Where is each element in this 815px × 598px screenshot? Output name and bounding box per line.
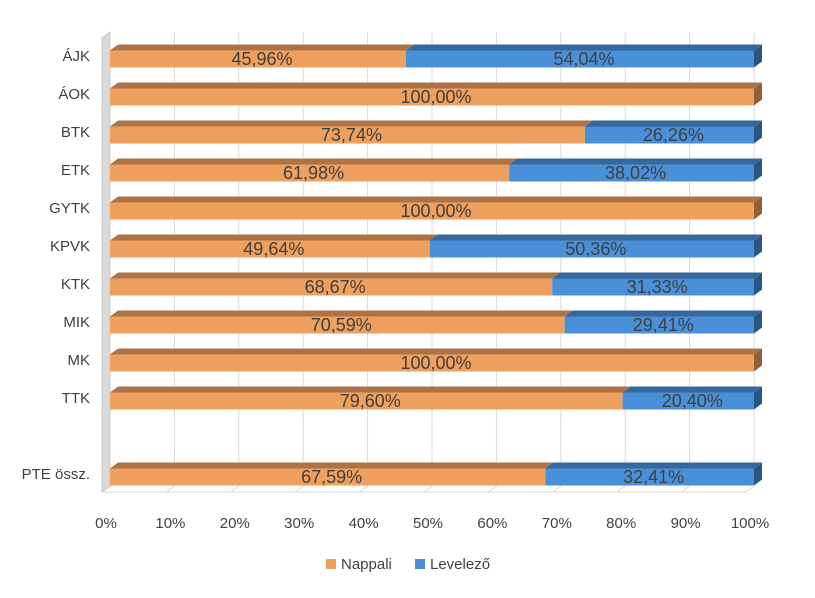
bar-segment-nappali — [110, 234, 438, 258]
gridline — [488, 32, 497, 493]
data-label: 67,59% — [301, 467, 362, 487]
bar-segment-levelezo — [405, 44, 762, 68]
x-tick-label: 20% — [220, 515, 250, 532]
legend-item-levelezo: Levelező — [415, 556, 490, 573]
bar-segment-levelezo — [545, 462, 762, 486]
gridline — [681, 32, 691, 493]
x-tick-labels: 0% 10% 20% 30% 40% 50% 60% 70% 80% 90% 100% — [95, 515, 769, 532]
gridline — [230, 32, 240, 493]
bar-segment-nappali — [110, 44, 414, 68]
category-label: KPVK — [50, 238, 90, 255]
bar-segment-levelezo — [552, 272, 762, 296]
data-label: 50,36% — [565, 239, 626, 259]
bar-segment-nappali — [110, 386, 631, 410]
legend-swatch — [415, 559, 425, 569]
gridline — [166, 32, 175, 493]
category-label: MK — [68, 352, 91, 369]
data-label: 49,64% — [243, 239, 304, 259]
gridline — [423, 32, 433, 493]
x-tick-label: 80% — [606, 515, 636, 532]
category-label: GYTK — [49, 200, 90, 217]
x-tick-label: 60% — [477, 515, 507, 532]
category-labels: ÁJK ÁOK BTK ETK GYTK KPVK KTK MIK MK TTK PTE össz. — [22, 48, 90, 483]
category-label: ETK — [61, 162, 90, 179]
data-labels-layer: 45,96% 54,04% 100,00% 73,74% 26,26% 61,98% 38,… — [231, 49, 722, 487]
category-label: MIK — [63, 314, 90, 331]
category-label: PTE össz. — [22, 466, 90, 483]
data-label: 31,33% — [627, 277, 688, 297]
bars-layer — [110, 44, 762, 486]
category-label: ÁJK — [62, 48, 90, 65]
data-label: 38,02% — [605, 163, 666, 183]
x-tick-label: 50% — [413, 515, 443, 532]
bar-segment-nappali — [110, 272, 561, 296]
category-label: KTK — [61, 276, 90, 293]
legend-item-nappali: Nappali — [326, 556, 392, 573]
data-label: 79,60% — [340, 391, 401, 411]
x-tick-label: 0% — [95, 515, 117, 532]
bar-segment-levelezo — [584, 120, 762, 144]
data-label: 32,41% — [623, 467, 684, 487]
bar-segment-nappali — [110, 196, 762, 220]
bar-segment-levelezo — [429, 234, 762, 258]
data-label: 54,04% — [553, 49, 614, 69]
data-label: 70,59% — [311, 315, 372, 335]
x-tick-label: 90% — [671, 515, 701, 532]
side-wall — [101, 31, 111, 493]
data-label: 100,00% — [400, 87, 471, 107]
bar-segment-nappali — [110, 158, 518, 182]
x-tick-label: 100% — [731, 515, 769, 532]
x-tick-label: 30% — [284, 515, 314, 532]
legend: Nappali Levelező — [326, 556, 490, 573]
bar-segment-levelezo — [564, 310, 762, 334]
bar-segment-nappali — [110, 120, 593, 144]
category-label: BTK — [61, 124, 90, 141]
data-label: 45,96% — [231, 49, 292, 69]
bar-segment-levelezo — [509, 158, 762, 182]
gridline — [294, 32, 304, 493]
x-tick-label: 10% — [155, 515, 185, 532]
legend-label: Nappali — [341, 556, 392, 573]
data-label: 20,40% — [662, 391, 723, 411]
bar-segment-nappali — [110, 310, 573, 334]
legend-label: Levelező — [430, 556, 490, 573]
gridline — [616, 32, 626, 493]
data-label: 100,00% — [400, 353, 471, 373]
data-label: 73,74% — [321, 125, 382, 145]
category-label: TTK — [62, 390, 90, 407]
x-tick-label: 40% — [349, 515, 379, 532]
grid-layer — [101, 32, 755, 493]
data-label: 68,67% — [305, 277, 366, 297]
category-label: ÁOK — [58, 86, 90, 103]
x-tick-label: 70% — [542, 515, 572, 532]
gridline — [745, 32, 755, 493]
data-label: 100,00% — [400, 201, 471, 221]
data-label: 26,26% — [643, 125, 704, 145]
bar-segment-nappali — [110, 82, 762, 106]
data-label: 61,98% — [283, 163, 344, 183]
axis-wall — [101, 31, 111, 493]
data-label: 29,41% — [633, 315, 694, 335]
gridline — [359, 32, 369, 493]
legend-swatch — [326, 559, 336, 569]
bar-segment-nappali — [110, 462, 554, 486]
bar-segment-nappali — [110, 348, 762, 372]
gridline — [552, 32, 562, 493]
bar-segment-levelezo — [622, 386, 762, 410]
